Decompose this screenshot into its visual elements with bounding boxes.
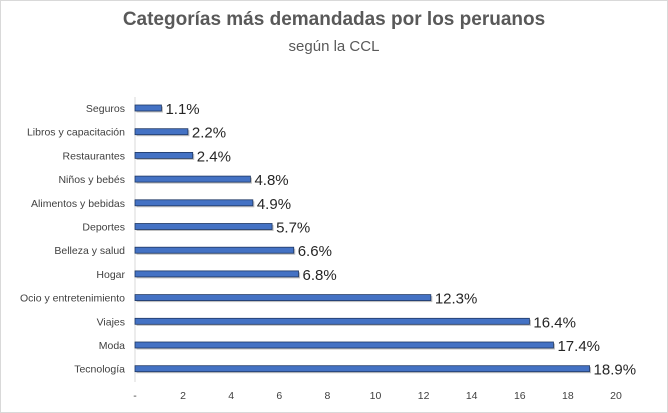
value-label: 6.8% [303, 267, 337, 284]
x-tick-label: 8 [324, 390, 330, 402]
x-tick-label: 4 [228, 390, 234, 402]
bar [134, 128, 189, 136]
category-label: Viajes [97, 316, 125, 328]
x-tick-label: 18 [562, 390, 574, 402]
value-label: 4.8% [254, 172, 288, 189]
value-label: 17.4% [557, 338, 600, 355]
x-tick-label: 20 [610, 390, 622, 402]
x-tick-label: 12 [418, 390, 430, 402]
bar [134, 317, 530, 325]
value-label: 6.6% [298, 243, 332, 260]
category-label: Hogar [96, 269, 125, 281]
x-tick-label: 2 [180, 390, 186, 402]
category-label: Belleza y salud [54, 245, 125, 257]
category-label: Moda [99, 340, 125, 352]
x-tick-label: 6 [276, 390, 282, 402]
bar [134, 270, 299, 278]
chart-title: Categorías más demandadas por los peruan… [122, 9, 546, 30]
chart-subtitle: según la CCL [288, 38, 380, 55]
bar [134, 104, 162, 112]
bar [134, 341, 554, 349]
category-label: Ocio y entretenimiento [20, 293, 125, 305]
category-label: Libros y capacitación [27, 127, 125, 139]
bar [134, 246, 295, 254]
category-label: Seguros [86, 103, 125, 115]
value-label: 16.4% [533, 314, 576, 331]
bar [134, 199, 254, 207]
category-label: Deportes [82, 222, 125, 234]
bar [134, 294, 432, 302]
value-label: 1.1% [165, 101, 199, 118]
category-label: Alimentos y bebidas [31, 198, 125, 210]
value-label: 2.4% [197, 148, 231, 165]
x-tick-label: 16 [514, 390, 526, 402]
value-label: 5.7% [276, 220, 310, 237]
value-label: 4.9% [257, 196, 291, 213]
value-label: 12.3% [435, 291, 478, 308]
x-tick-label: 14 [466, 390, 478, 402]
x-tick-label: - [133, 390, 137, 402]
bar [134, 151, 194, 159]
value-label: 18.9% [594, 362, 637, 379]
category-label: Restaurantes [63, 150, 125, 162]
bar [134, 223, 273, 230]
bar [134, 365, 590, 373]
bar [134, 175, 251, 183]
category-label: Niños y bebés [58, 174, 125, 186]
category-label: Tecnología [74, 364, 125, 376]
value-label: 2.2% [192, 125, 226, 142]
x-tick-label: 10 [370, 390, 382, 402]
